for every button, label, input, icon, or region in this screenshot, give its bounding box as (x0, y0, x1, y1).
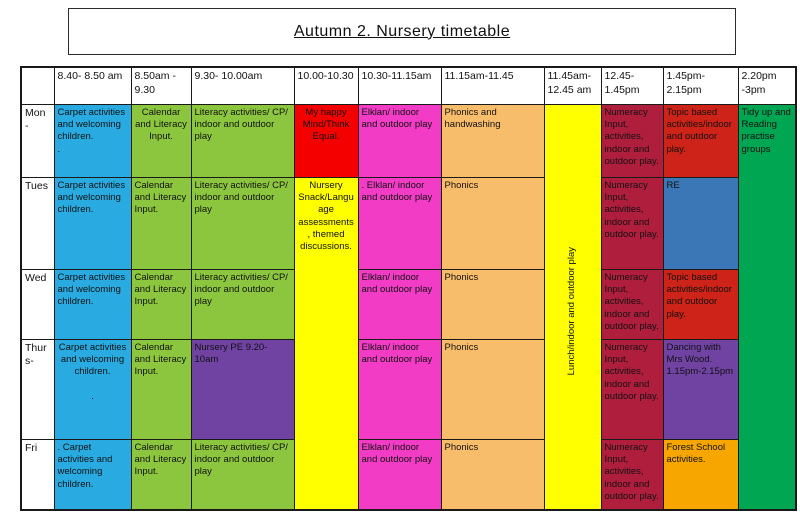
cell-friday-calendar: Calendar and Literacy Input. (130, 438, 192, 511)
cell-monday-literacy: Literacy activities/ CP/ indoor and outd… (190, 103, 295, 178)
cell-thursday-phonics: Phonics (440, 338, 545, 440)
header-row: 8.40- 8.50 am 8.50am - 9.30 9.30- 10.00a… (20, 66, 797, 105)
cell-friday-forest-school: Forest School activities. (662, 438, 739, 511)
cell-friday-phonics: Phonics (440, 438, 545, 511)
wednesday-row: Wed Carpet activities and welcoming chil… (20, 268, 796, 340)
time-column-header-1245-145: 12.45- 1.45pm (600, 66, 664, 105)
cell-thursday-dancing: Dancing with Mrs Wood. 1.15pm-2.15pm (662, 338, 739, 440)
cell-wednesday-calendar: Calendar and Literacy Input. (130, 268, 192, 340)
cell-tuesday-re: RE (662, 176, 739, 270)
cell-wednesday-phonics: Phonics (440, 268, 545, 340)
day-label-tuesday: Tues (20, 176, 55, 270)
cell-tuesday-literacy: Literacy activities/ CP/ indoor and outd… (190, 176, 295, 270)
cell-thursday-elklan: Elklan/ indoor and outdoor play (357, 338, 442, 440)
time-column-header-145-215: 1.45pm-2.15pm (662, 66, 739, 105)
corner-cell (20, 66, 55, 105)
cell-friday-carpet: . Carpet activities and welcoming childr… (53, 438, 132, 511)
tuesday-row: Tues Carpet activities and welcoming chi… (20, 176, 796, 511)
cell-wednesday-literacy: Literacy activities/ CP/ indoor and outd… (190, 268, 295, 340)
time-column-header-1000-1030: 10.00-10.30 (293, 66, 359, 105)
cell-friday-numeracy: Numeracy Input, activities, indoor and o… (600, 438, 664, 511)
cell-thursday-calendar: Calendar and Literacy Input. (130, 338, 192, 440)
cell-friday-elklan: Elklan/ indoor and outdoor play (357, 438, 442, 511)
time-column-header-840-850: 8.40- 8.50 am (53, 66, 132, 105)
thursday-row: Thurs- Carpet activities and welcoming c… (20, 338, 796, 440)
monday-row: Mon - Carpet activities and welcoming ch… (20, 103, 797, 511)
day-label-monday: Mon - (20, 103, 55, 178)
cell-tuesday-phonics: Phonics (440, 176, 545, 270)
cell-monday-elklan: Elklan/ indoor and outdoor play (357, 103, 442, 178)
time-column-header-1145-1245: 11.45am- 12.45 am (543, 66, 602, 105)
title-box: Autumn 2. Nursery timetable (68, 8, 736, 55)
cell-lunch-merged: Lunch/indoor and outdoor play (543, 103, 602, 511)
day-label-thursday: Thurs- (20, 338, 55, 440)
cell-tuesday-carpet: Carpet activities and welcoming children… (53, 176, 132, 270)
cell-monday-topic: Topic based activities/indoor and outdoo… (662, 103, 739, 178)
day-label-friday: Fri (20, 438, 55, 511)
cell-monday-carpet: Carpet activities and welcoming children… (53, 103, 132, 178)
time-column-header-1115-1145: 11.15am-11.45 (440, 66, 545, 105)
page-title: Autumn 2. Nursery timetable (293, 22, 511, 40)
cell-tuesday-numeracy: Numeracy Input, activities, indoor and o… (600, 176, 664, 270)
cell-wednesday-carpet: Carpet activities and welcoming children… (53, 268, 132, 340)
friday-row: Fri . Carpet activities and welcoming ch… (20, 438, 796, 511)
cell-tuesday-elklan: . Elklan/ indoor and outdoor play (357, 176, 442, 270)
cell-thursday-numeracy: Numeracy Input, activities, indoor and o… (600, 338, 664, 440)
timetable-table: 8.40- 8.50 am 8.50am - 9.30 9.30- 10.00a… (20, 66, 797, 511)
lunch-vertical-label: Lunch/indoor and outdoor play (566, 246, 578, 375)
time-column-header-850-930: 8.50am - 9.30 (130, 66, 192, 105)
cell-friday-literacy: Literacy activities/ CP/ indoor and outd… (190, 438, 295, 511)
cell-thursday-nursery-pe: Nursery PE 9.20-10am (190, 338, 295, 440)
cell-monday-phonics: Phonics and handwashing (440, 103, 545, 178)
cell-wednesday-numeracy: Numeracy Input, activities, indoor and o… (600, 268, 664, 340)
cell-thursday-carpet: Carpet activities and welcoming children… (53, 338, 132, 440)
time-column-header-220-300: 2.20pm -3pm (737, 66, 797, 105)
cell-wednesday-elklan: Elklan/ indoor and outdoor play (357, 268, 442, 340)
cell-wednesday-topic: Topic based activities/indoor and outdoo… (662, 268, 739, 340)
cell-monday-numeracy: Numeracy Input, activities, indoor and o… (600, 103, 664, 178)
cell-tuesday-calendar: Calendar and Literacy Input. (130, 176, 192, 270)
cell-snack-merged: Nursery Snack/Language assessments, them… (293, 176, 359, 511)
day-label-wednesday: Wed (20, 268, 55, 340)
time-column-header-1030-1115: 10.30-11.15am (357, 66, 442, 105)
cell-monday-calendar: Calendar and Literacy Input. (130, 103, 192, 178)
cell-monday-happy-mind: My happy Mind/Think Equal. (293, 103, 359, 178)
cell-tidy-up-merged: Tidy up and Reading practise groups (737, 103, 797, 511)
time-column-header-930-1000: 9.30- 10.00am (190, 66, 295, 105)
